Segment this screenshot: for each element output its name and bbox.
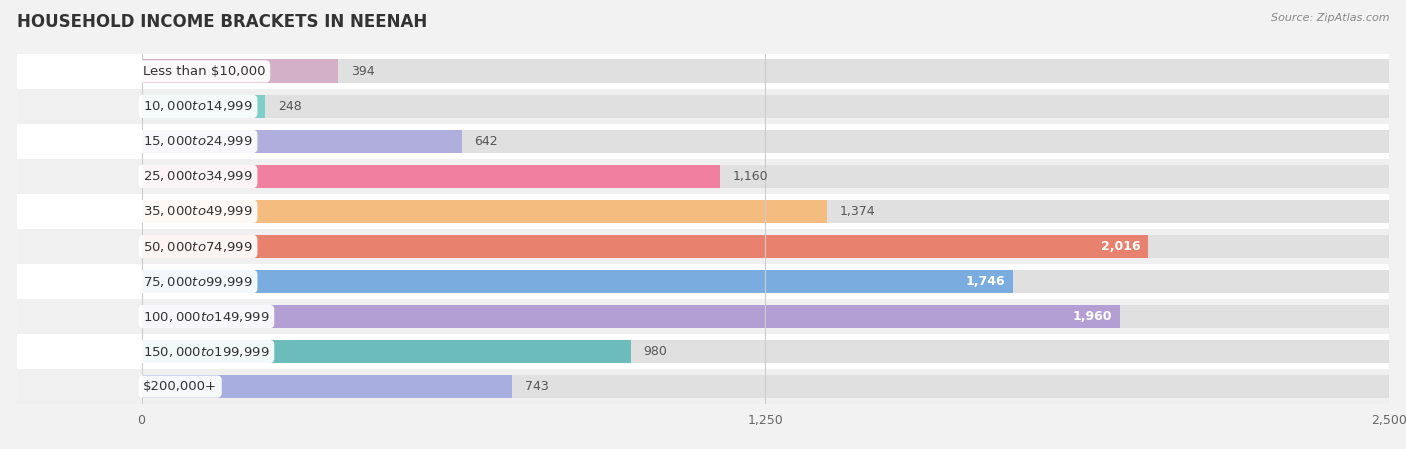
Bar [142,59,1389,84]
Bar [142,164,1389,189]
Text: 248: 248 [278,100,302,113]
Bar [142,59,339,84]
Text: $150,000 to $199,999: $150,000 to $199,999 [143,344,270,359]
Text: $100,000 to $149,999: $100,000 to $149,999 [143,309,270,324]
Bar [17,159,1389,194]
Bar [142,304,1119,329]
Bar [17,264,1389,299]
Text: 1,960: 1,960 [1073,310,1112,323]
Bar [17,299,1389,334]
Text: 743: 743 [524,380,548,393]
Bar [142,234,1389,259]
Bar [17,369,1389,404]
Bar [17,194,1389,229]
Bar [142,129,1389,154]
Bar [142,199,1389,224]
Text: 1,746: 1,746 [966,275,1005,288]
Bar [142,129,463,154]
Text: $15,000 to $24,999: $15,000 to $24,999 [143,134,253,149]
Text: 642: 642 [474,135,498,148]
Text: Source: ZipAtlas.com: Source: ZipAtlas.com [1271,13,1389,23]
Text: 980: 980 [643,345,666,358]
Bar [17,229,1389,264]
Bar [142,234,1147,259]
Bar [142,339,1389,364]
Text: $25,000 to $34,999: $25,000 to $34,999 [143,169,253,184]
Bar [142,269,1389,294]
Bar [17,334,1389,369]
Bar [142,164,720,189]
Bar [142,269,1012,294]
Bar [142,94,266,119]
Text: $200,000+: $200,000+ [143,380,217,393]
Bar [17,89,1389,124]
Text: $10,000 to $14,999: $10,000 to $14,999 [143,99,253,114]
Bar [142,374,512,399]
Text: HOUSEHOLD INCOME BRACKETS IN NEENAH: HOUSEHOLD INCOME BRACKETS IN NEENAH [17,13,427,31]
Text: 394: 394 [350,65,374,78]
Text: $50,000 to $74,999: $50,000 to $74,999 [143,239,253,254]
Bar [142,94,1389,119]
Bar [142,339,631,364]
Bar [142,374,1389,399]
Text: 2,016: 2,016 [1101,240,1140,253]
Bar [142,304,1389,329]
Text: $35,000 to $49,999: $35,000 to $49,999 [143,204,253,219]
Text: 1,374: 1,374 [839,205,876,218]
Bar [17,54,1389,89]
Text: Less than $10,000: Less than $10,000 [143,65,266,78]
Text: 1,160: 1,160 [733,170,769,183]
Bar [142,199,827,224]
Bar [17,124,1389,159]
Text: $75,000 to $99,999: $75,000 to $99,999 [143,274,253,289]
